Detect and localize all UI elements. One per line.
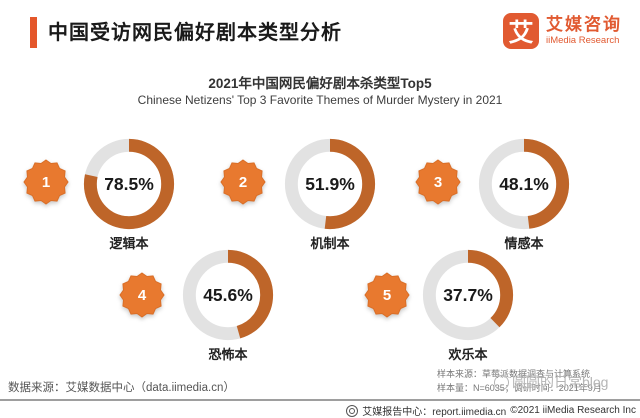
rank-number: 3 [433,173,443,191]
footer-divider [0,399,640,401]
donut-chart-5: 37.7% 欢乐本 [422,249,514,363]
starburst-icon [415,159,461,205]
watermark: 圆圆的日常blog [494,372,608,392]
rank-badge-1: 1 [23,159,69,205]
donut-ring: 45.6% [182,249,274,341]
donut-ring: 51.9% [284,138,376,230]
donut-chart-4: 45.6% 恐怖本 [182,249,274,363]
rank-badge-3: 3 [415,159,461,205]
donut-label: 逻辑本 [109,236,149,251]
iimedia-logo-text: 艾媒咨询 iiMedia Research [546,14,622,46]
donut-value: 78.5% [104,173,154,194]
donut-value: 51.9% [305,173,355,194]
donut-value: 45.6% [203,284,253,305]
donut-chart-1: 78.5% 逻辑本 [83,138,175,252]
donut-chart-3: 48.1% 情感本 [478,138,570,252]
sample-size-note: 样本量：N=6035；调研时间：2021年9月 [437,382,602,393]
starburst-icon [364,272,410,318]
rank-badge-5: 5 [364,272,410,318]
sample-source-note: 样本来源：草莓派数据调查与计算系统 [437,369,591,379]
starburst-icon [220,159,266,205]
donut-label: 恐怖本 [208,347,248,362]
logo-name-en: iiMedia Research [546,34,620,46]
copyright-text: ©2021 iiMedia Research Inc [510,405,636,416]
donut-chart-2: 51.9% 机制本 [284,138,376,252]
page-title: 中国受访网民偏好剧本类型分析 [48,22,342,44]
starburst-icon [23,159,69,205]
rank-number: 1 [41,173,51,191]
starburst-icon [119,272,165,318]
watermark-text: 圆圆的日常blog [512,374,609,390]
watermark-icon [494,374,509,390]
rank-badge-4: 4 [119,272,165,318]
donut-ring: 48.1% [478,138,570,230]
rank-number: 5 [382,286,392,304]
iimedia-logo-icon: 艾 [503,13,539,49]
chart-title: 2021年中国网民偏好剧本杀类型Top5 [208,76,432,91]
logo-name-cn: 艾媒咨询 [546,14,622,34]
donut-ring: 37.7% [422,249,514,341]
iimedia-logo: 艾 艾媒咨询 iiMedia Research [503,13,622,49]
donut-value: 37.7% [443,284,493,305]
title-accent-bar [30,17,37,48]
rank-badge-2: 2 [220,159,266,205]
rank-number: 4 [137,286,147,304]
iimedia-report-icon [346,404,359,417]
data-source-note: 数据来源：艾媒数据中心（data.iimedia.cn） [8,382,235,394]
rank-number: 2 [238,173,248,191]
donut-label: 机制本 [310,236,350,251]
donut-value: 48.1% [499,173,549,194]
donut-label: 欢乐本 [448,347,488,362]
donut-label: 情感本 [504,236,544,251]
report-center-text: 艾媒报告中心：report.iimedia.cn [362,407,507,418]
donut-ring: 78.5% [83,138,175,230]
chart-subtitle: Chinese Netizens' Top 3 Favorite Themes … [137,93,503,107]
sample-info-block: 样本来源：草莓派数据调查与计算系统 样本量：N=6035；调研时间：2021年9… [437,368,602,396]
